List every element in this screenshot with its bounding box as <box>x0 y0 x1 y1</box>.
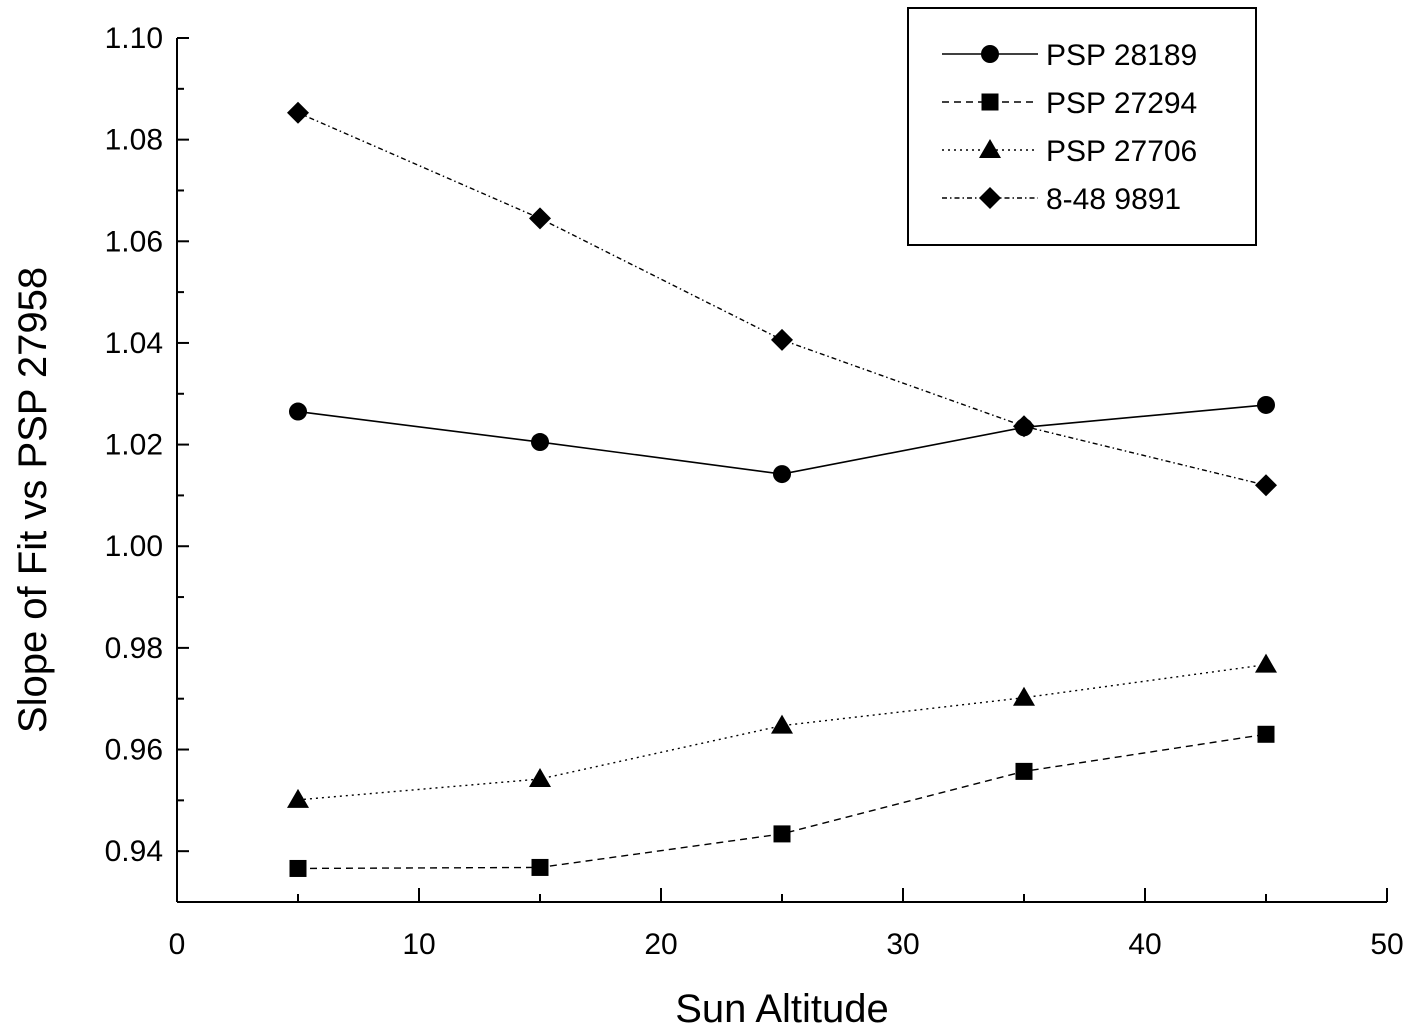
axis-ticks: 0.94 0.96 0.98 1.00 1.02 1.04 1.06 1.08 1.10 0 10 2… <box>105 22 1404 961</box>
legend-label: 8-48 9891 <box>1046 183 1181 216</box>
data-point <box>289 859 307 877</box>
legend-label: PSP 27294 <box>1046 87 1197 120</box>
data-point <box>1013 415 1035 438</box>
data-point <box>529 207 551 230</box>
x-tick-label: 20 <box>644 928 677 961</box>
series-4 <box>287 101 1277 497</box>
data-point <box>531 858 549 876</box>
data-point <box>773 825 791 843</box>
legend-item: PSP 28189 <box>942 39 1197 72</box>
legend-marker <box>981 93 999 111</box>
x-axis-title: Sun Altitude <box>675 987 889 1031</box>
y-tick-label: 1.08 <box>105 124 163 157</box>
series-2 <box>289 725 1275 877</box>
series-line <box>297 733 1267 870</box>
data-point <box>531 433 549 452</box>
data-point <box>529 768 551 788</box>
legend-marker <box>979 187 1001 209</box>
legend-item: PSP 27294 <box>942 87 1197 120</box>
y-tick-label: 1.00 <box>105 530 163 563</box>
series-line <box>297 404 1267 475</box>
y-tick-label: 1.02 <box>105 429 163 462</box>
legend-item: PSP 27706 <box>942 135 1197 168</box>
data-point <box>289 402 307 421</box>
data-point <box>771 328 793 351</box>
legend-box <box>907 7 1257 246</box>
legend-marker <box>981 45 999 63</box>
y-tick-label: 0.94 <box>105 835 163 868</box>
series-1 <box>289 395 1275 484</box>
y-tick-label: 0.98 <box>105 632 163 665</box>
data-point <box>1015 762 1033 780</box>
data-point <box>1255 653 1277 673</box>
y-tick-label: 1.04 <box>105 327 163 360</box>
x-tick-label: 40 <box>1128 928 1161 961</box>
data-point <box>771 714 793 734</box>
data-point <box>1257 395 1275 414</box>
legend: PSP 28189 PSP 27294 PSP 27706 8-48 9891 <box>907 7 1257 246</box>
data-point <box>287 788 309 808</box>
data-point <box>1255 474 1277 497</box>
legend-label: PSP 28189 <box>1046 39 1197 72</box>
y-tick-label: 1.06 <box>105 225 163 258</box>
data-point <box>1013 686 1035 706</box>
y-tick-label: 1.10 <box>105 22 163 55</box>
series-line <box>297 112 1267 486</box>
x-tick-label: 0 <box>169 928 186 961</box>
series-3 <box>287 653 1277 808</box>
data-point <box>1257 725 1275 743</box>
x-tick-label: 30 <box>886 928 919 961</box>
legend-label: PSP 27706 <box>1046 135 1197 168</box>
legend-marker <box>979 139 1001 158</box>
y-tick-label: 0.96 <box>105 734 163 767</box>
legend-item: 8-48 9891 <box>942 183 1181 216</box>
series-layer <box>287 101 1277 877</box>
data-point <box>287 101 309 124</box>
y-axis-title: Slope of Fit vs PSP 27958 <box>11 267 55 733</box>
x-tick-label: 50 <box>1370 928 1403 961</box>
data-point <box>773 465 791 484</box>
x-tick-label: 10 <box>402 928 435 961</box>
